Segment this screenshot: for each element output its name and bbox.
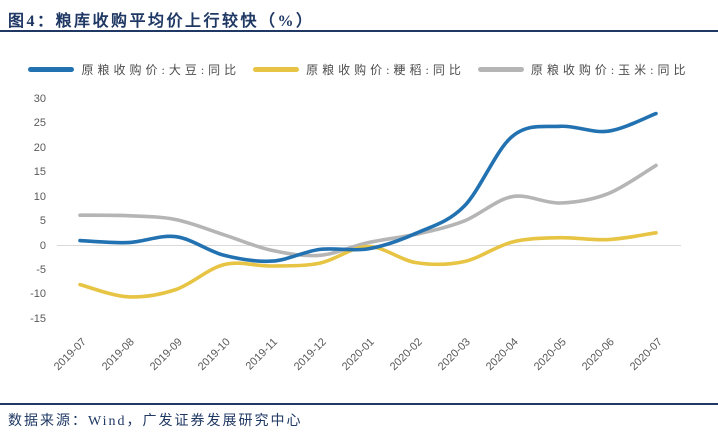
y-tick-label: 20: [33, 141, 46, 154]
x-tick-label: 2020-03: [435, 336, 473, 374]
y-tick-label: -10: [30, 288, 46, 301]
page-title: 图4：粮库收购平均价上行较快（%）: [8, 13, 315, 30]
y-tick-label: 25: [33, 117, 46, 130]
y-tick-label: 30: [33, 93, 46, 105]
series-line-soybean: [78, 111, 658, 264]
legend-item-rice: 原粮收购价:粳稻:同比: [253, 61, 465, 78]
x-tick-label: 2019-10: [195, 336, 233, 374]
x-tick-label: 2019-07: [51, 336, 89, 374]
title-divider: [0, 30, 718, 32]
series-line-corn: [78, 163, 658, 258]
x-tick-label: 2020-02: [387, 336, 425, 374]
x-tick-label: 2020-07: [627, 336, 665, 374]
x-tick-label: 2019-09: [147, 336, 185, 374]
x-tick-label: 2019-08: [99, 336, 137, 374]
x-tick-label: 2020-04: [483, 336, 521, 374]
x-tick-label: 2020-01: [339, 336, 377, 374]
legend-item-soybean: 原粮收购价:大豆:同比: [28, 61, 240, 78]
zero-gridline: [57, 245, 681, 246]
legend-label-corn: 原粮收购价:玉米:同比: [530, 63, 690, 77]
legend-swatch-soybean: [28, 67, 75, 72]
x-tick-label: 2020-06: [579, 336, 617, 374]
legend-label-soybean: 原粮收购价:大豆:同比: [81, 63, 241, 77]
y-tick-label: -5: [36, 263, 46, 276]
legend-item-corn: 原粮收购价:玉米:同比: [477, 61, 690, 78]
y-tick-label: 0: [39, 239, 46, 252]
data-source: 数据来源：Wind，广发证券发展研究中心: [8, 414, 303, 429]
x-tick-label: 2020-05: [531, 336, 569, 374]
legend-swatch-corn: [477, 67, 524, 72]
x-tick-label: 2019-11: [244, 336, 281, 373]
y-tick-label: 10: [33, 190, 46, 203]
footer-divider: [0, 403, 718, 405]
x-tick-label: 2019-12: [291, 336, 329, 374]
y-tick-label: 5: [39, 215, 46, 228]
series-line-rice: [78, 231, 658, 299]
y-tick-label: 15: [33, 166, 46, 179]
legend-label-rice: 原粮收购价:粳稻:同比: [306, 63, 465, 77]
y-tick-label: -15: [30, 312, 46, 325]
legend: 原粮收购价:大豆:同比 原粮收购价:粳稻:同比 原粮收购价:玉米:同比: [0, 61, 718, 78]
legend-swatch-rice: [253, 67, 300, 72]
